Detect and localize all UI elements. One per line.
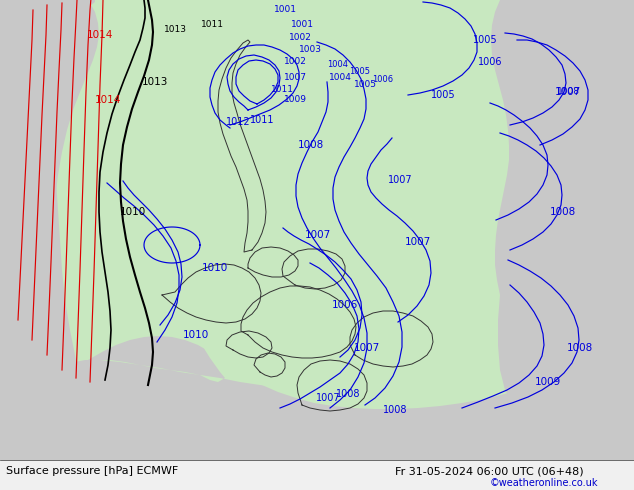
Text: 1005: 1005 [349,68,370,76]
Text: 1011: 1011 [250,115,275,125]
Text: 1007: 1007 [316,393,340,403]
Text: 1007: 1007 [283,74,306,82]
Text: 1002: 1002 [288,33,311,43]
Text: 1008: 1008 [336,389,360,399]
Text: 1010: 1010 [183,330,209,340]
Text: ©weatheronline.co.uk: ©weatheronline.co.uk [490,478,598,489]
Polygon shape [0,360,634,490]
Polygon shape [0,336,634,490]
Text: 1007: 1007 [555,87,581,97]
Text: 1002: 1002 [283,57,306,67]
Text: 1008: 1008 [557,88,579,97]
Text: 1006: 1006 [332,300,358,310]
Text: 1007: 1007 [387,175,412,185]
Text: 1007: 1007 [354,343,380,353]
Polygon shape [0,0,99,490]
Text: 1008: 1008 [298,140,324,150]
Text: 1006: 1006 [372,75,394,84]
Text: 1004: 1004 [328,74,351,82]
Text: 1001: 1001 [290,21,313,29]
Text: 1003: 1003 [299,46,321,54]
Text: 1013: 1013 [142,77,168,87]
Text: 1010: 1010 [202,263,228,273]
Text: 1008: 1008 [567,343,593,353]
Text: Fr 31-05-2024 06:00 UTC (06+48): Fr 31-05-2024 06:00 UTC (06+48) [395,466,584,476]
Text: 1014: 1014 [87,30,113,40]
Text: 1006: 1006 [478,57,502,67]
Polygon shape [0,0,100,490]
Text: 1011: 1011 [271,85,294,95]
Text: 1005: 1005 [473,35,497,45]
Text: 1010: 1010 [120,207,146,217]
Polygon shape [498,0,634,490]
Text: 1008: 1008 [550,207,576,217]
Text: 1001: 1001 [273,5,297,15]
Text: 1011: 1011 [200,21,224,29]
Text: 1005: 1005 [430,90,455,100]
Text: 1007: 1007 [405,237,431,247]
Text: Surface pressure [hPa] ECMWF: Surface pressure [hPa] ECMWF [6,466,178,476]
Text: 1007: 1007 [305,230,331,240]
Text: 1012: 1012 [226,117,250,127]
Polygon shape [100,43,393,388]
Polygon shape [372,0,634,490]
Text: 1004: 1004 [328,60,349,70]
Bar [0,460,634,490]
Text: 1009: 1009 [283,96,306,104]
Text: 1009: 1009 [535,377,561,387]
Text: 1005: 1005 [354,80,377,90]
Text: 1014: 1014 [95,95,121,105]
Text: 1013: 1013 [164,25,186,34]
Text: 1008: 1008 [383,405,407,415]
